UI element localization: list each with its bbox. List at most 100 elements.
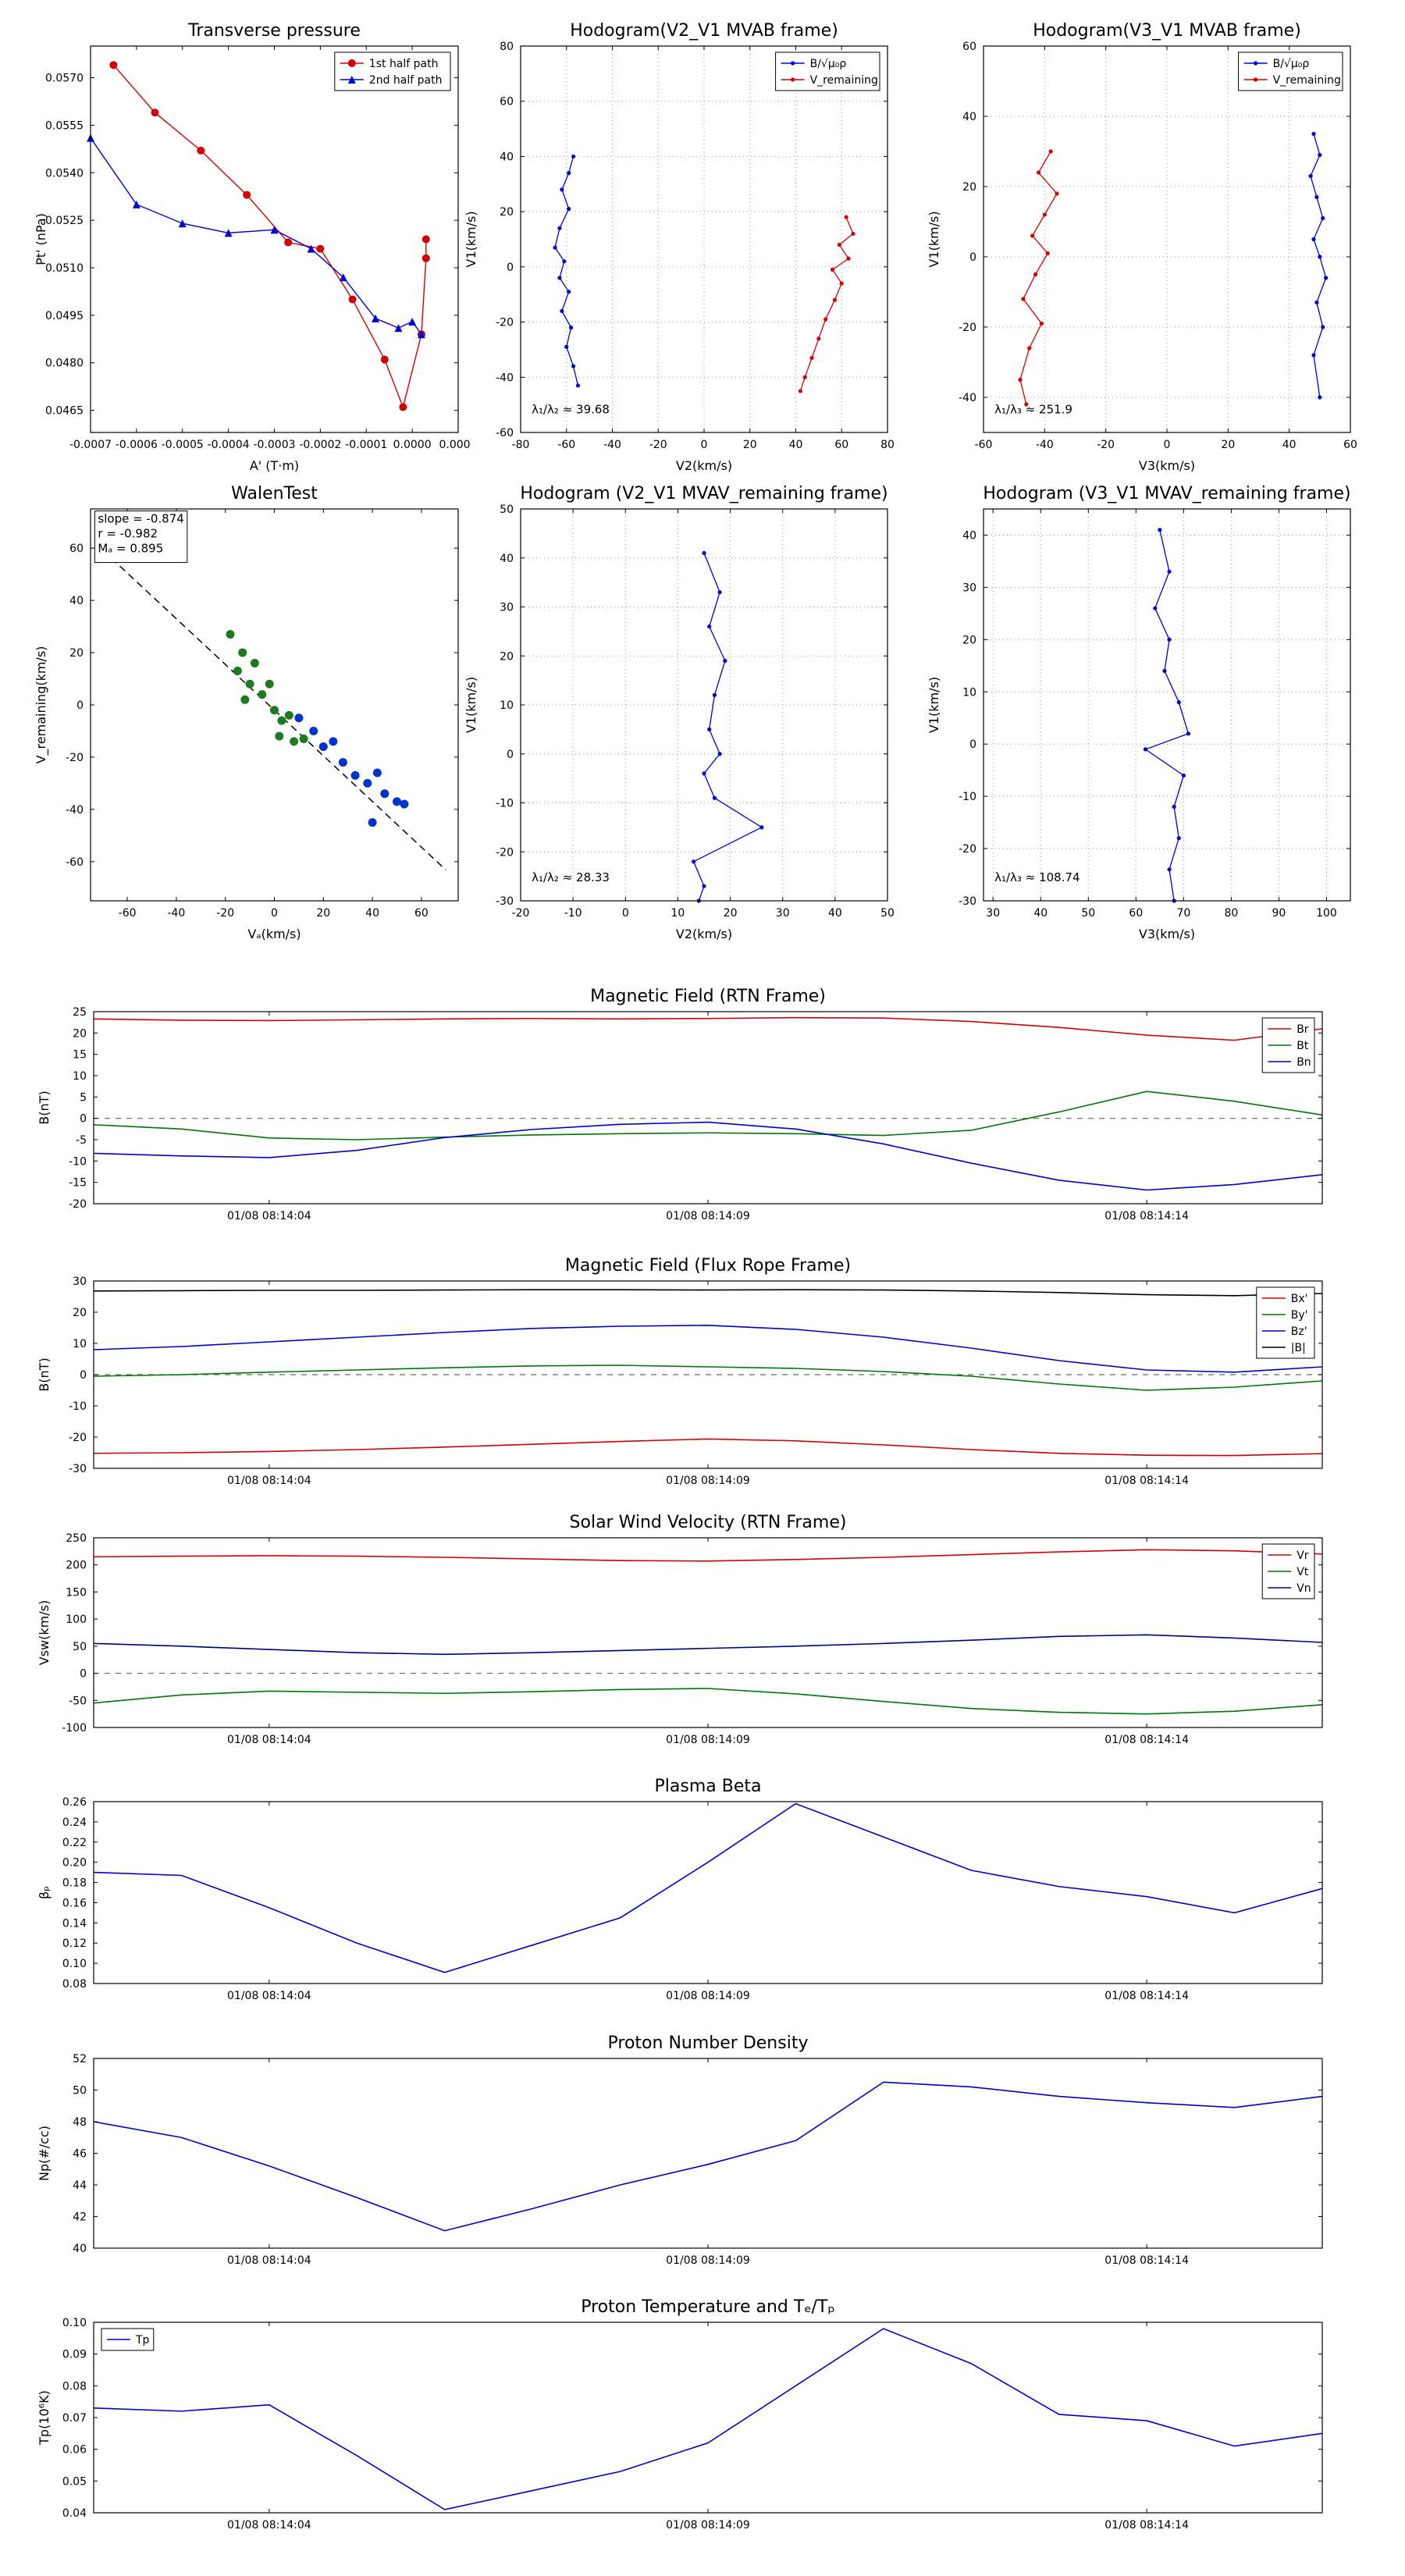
svg-text:-60: -60: [66, 856, 84, 869]
svg-text:20: 20: [73, 1027, 87, 1040]
svg-text:100: 100: [66, 1614, 87, 1626]
svg-text:0: 0: [969, 251, 976, 264]
svg-text:0: 0: [507, 749, 514, 761]
svg-text:Vt: Vt: [1297, 1566, 1309, 1578]
svg-text:Pt' (nPa): Pt' (nPa): [34, 213, 48, 265]
svg-text:-20: -20: [649, 439, 667, 451]
svg-text:80: 80: [500, 41, 514, 53]
svg-text:0: 0: [271, 907, 278, 920]
svg-text:0.0570: 0.0570: [45, 73, 84, 85]
svg-text:30: 30: [500, 602, 514, 614]
svg-text:-30: -30: [959, 895, 976, 908]
svg-text:Proton Number Density: Proton Number Density: [608, 2033, 809, 2053]
svg-text:10: 10: [962, 686, 976, 699]
svg-text:01/08 08:14:09: 01/08 08:14:09: [666, 1734, 750, 1746]
chart-hodogram-v3-v1-mvab: -60 -40 -20 0 20 40 60 -40 -20 0 20 40 60 Hodogram(V3…: [917, 19, 1362, 479]
svg-text:Hodogram(V2_V1 MVAB frame): Hodogram(V2_V1 MVAB frame): [570, 21, 838, 41]
chart-proton-temperature: 01/08 08:14:04 01/08 08:14:09 01/08 08:14:…: [27, 2295, 1338, 2544]
svg-text:0.0540: 0.0540: [45, 167, 84, 180]
svg-text:01/08 08:14:09: 01/08 08:14:09: [666, 1475, 750, 1487]
svg-text:46: 46: [73, 2148, 87, 2161]
svg-text:V2(km/s): V2(km/s): [676, 927, 732, 941]
svg-text:30: 30: [986, 907, 1000, 920]
svg-text:Hodogram(V3_V1 MVAB frame): Hodogram(V3_V1 MVAB frame): [1033, 21, 1301, 41]
svg-text:-20: -20: [512, 907, 530, 920]
svg-text:40: 40: [828, 907, 842, 920]
svg-text:0.14: 0.14: [62, 1917, 87, 1930]
svg-text:0.0001: 0.0001: [439, 439, 471, 451]
svg-text:01/08 08:14:14: 01/08 08:14:14: [1104, 1990, 1189, 2002]
svg-text:Tp(10⁶K): Tp(10⁶K): [37, 2390, 52, 2446]
svg-text:r = -0.982: r = -0.982: [98, 527, 158, 541]
svg-text:-10: -10: [69, 1400, 87, 1413]
svg-text:0.12: 0.12: [62, 1937, 87, 1950]
svg-text:40: 40: [365, 907, 379, 920]
svg-text:0: 0: [1164, 439, 1171, 451]
svg-text:Proton Temperature and Tₑ/Tₚ: Proton Temperature and Tₑ/Tₚ: [581, 2297, 835, 2317]
svg-text:0: 0: [969, 738, 976, 751]
svg-text:42: 42: [73, 2211, 87, 2224]
svg-text:-50: -50: [69, 1695, 87, 1707]
svg-text:60: 60: [69, 543, 84, 555]
svg-text:30: 30: [73, 1276, 87, 1288]
svg-text:25: 25: [73, 1006, 87, 1019]
svg-text:0.06: 0.06: [62, 2444, 87, 2457]
svg-text:20: 20: [962, 181, 976, 194]
svg-text:-0.0001: -0.0001: [345, 439, 387, 451]
svg-text:30: 30: [776, 907, 790, 920]
svg-text:1st half path: 1st half path: [369, 58, 439, 70]
svg-text:Hodogram (V2_V1 MVAV_remaining: Hodogram (V2_V1 MVAV_remaining frame): [520, 484, 887, 503]
svg-text:60: 60: [1343, 439, 1357, 451]
svg-text:λ₁/λ₂ ≈ 28.33: λ₁/λ₂ ≈ 28.33: [532, 870, 610, 884]
svg-text:0: 0: [80, 1369, 87, 1382]
chart-hodogram-v2-v1-mvab: -80 -60 -40 -20 0 20 40 60 80 -60 -40 -20 0 20 40 60 80 H…: [454, 19, 899, 479]
svg-text:20: 20: [500, 650, 514, 663]
svg-text:40: 40: [500, 553, 514, 565]
svg-text:Bn: Bn: [1297, 1056, 1311, 1069]
svg-text:-0.0007: -0.0007: [69, 439, 112, 451]
svg-text:0.0465: 0.0465: [45, 405, 84, 418]
svg-text:V1(km/s): V1(km/s): [927, 211, 941, 267]
svg-text:5: 5: [80, 1091, 87, 1104]
svg-text:44: 44: [73, 2179, 87, 2192]
svg-text:-10: -10: [959, 791, 976, 803]
svg-text:-80: -80: [512, 439, 530, 451]
svg-text:Vₐ(km/s): Vₐ(km/s): [247, 927, 301, 941]
svg-text:20: 20: [962, 634, 976, 646]
svg-text:0.26: 0.26: [62, 1796, 87, 1809]
svg-text:2nd half path: 2nd half path: [369, 74, 443, 87]
svg-text:40: 40: [962, 111, 976, 123]
svg-text:48: 48: [73, 2116, 87, 2129]
svg-text:0.10: 0.10: [62, 2317, 87, 2329]
svg-text:B(nT): B(nT): [37, 1357, 52, 1391]
chart-walen-test: -60 -40 -20 0 20 40 60 -60 -40 -20 0 20 40 60 WalenTes…: [24, 482, 470, 948]
svg-text:-40: -40: [66, 804, 84, 817]
svg-text:0: 0: [701, 439, 708, 451]
chart-magnetic-field-rtn: 01/08 08:14:04 01/08 08:14:09 01/08 08:14:…: [27, 984, 1338, 1235]
svg-text:20: 20: [73, 1307, 87, 1319]
svg-text:100: 100: [1316, 907, 1337, 920]
svg-text:-15: -15: [69, 1177, 87, 1190]
svg-text:20: 20: [500, 206, 514, 219]
svg-text:Hodogram (V3_V1 MVAV_remaining: Hodogram (V3_V1 MVAV_remaining frame): [983, 484, 1350, 503]
svg-text:-20: -20: [959, 322, 976, 334]
svg-text:01/08 08:14:04: 01/08 08:14:04: [227, 1475, 311, 1487]
svg-text:80: 80: [1224, 907, 1238, 920]
svg-text:20: 20: [743, 439, 757, 451]
svg-text:0.16: 0.16: [62, 1897, 87, 1909]
svg-text:01/08 08:14:04: 01/08 08:14:04: [227, 1734, 311, 1746]
svg-text:0.08: 0.08: [62, 2380, 87, 2393]
svg-text:-20: -20: [496, 317, 514, 329]
svg-text:-20: -20: [216, 907, 234, 920]
svg-text:40: 40: [789, 439, 803, 451]
svg-text:-100: -100: [62, 1722, 87, 1735]
svg-text:-20: -20: [959, 843, 976, 856]
svg-text:01/08 08:14:04: 01/08 08:14:04: [227, 2254, 311, 2267]
svg-text:60: 60: [414, 907, 429, 920]
svg-text:V3(km/s): V3(km/s): [1139, 927, 1195, 941]
chart-proton-number-density: 01/08 08:14:04 01/08 08:14:09 01/08 08:14:…: [27, 2031, 1338, 2279]
svg-text:Solar Wind Velocity (RTN Frame: Solar Wind Velocity (RTN Frame): [570, 1513, 847, 1532]
chart-solar-wind-velocity: 01/08 08:14:04 01/08 08:14:09 01/08 08:14:…: [27, 1510, 1338, 1759]
svg-text:60: 60: [962, 41, 976, 53]
